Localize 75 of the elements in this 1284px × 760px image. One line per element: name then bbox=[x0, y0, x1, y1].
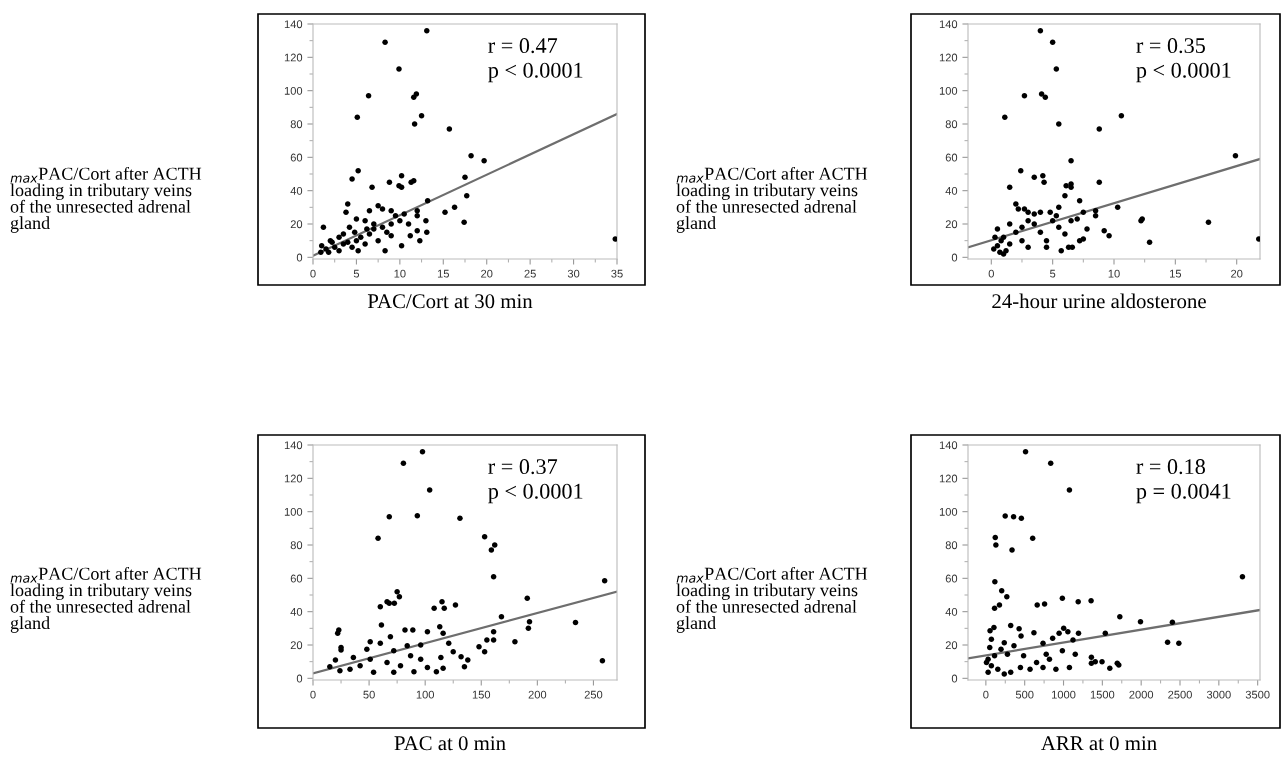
annotation: r = 0.35 bbox=[1136, 38, 1205, 54]
x-tick-label: 0 bbox=[310, 269, 316, 278]
y-tick-label: 60 bbox=[945, 574, 958, 583]
x-tick-label: 0 bbox=[983, 690, 989, 699]
y-axis-title: $_{max}$PAC/Cort after ACTH loading in tributary veins of the unresected adrenal gland bbox=[676, 166, 868, 233]
x-axis-title: PAC at 0 min bbox=[394, 736, 506, 751]
x-tick-label: 2500 bbox=[1168, 690, 1192, 699]
annotation: p < 0.0001 bbox=[488, 483, 583, 504]
annotation: p = 0.0041 bbox=[1136, 483, 1231, 504]
annotation: p < 0.0001 bbox=[1136, 62, 1231, 83]
x-tick-label: 200 bbox=[528, 690, 547, 699]
x-tick-label: 0 bbox=[988, 269, 994, 278]
x-axis-title: PAC/Cort at 30 min bbox=[367, 294, 533, 309]
y-axis-title: $_{max}$PAC/Cort after ACTH loading in tributary veins of the unresected adrenal gland bbox=[10, 166, 202, 233]
y-tick-label: 140 bbox=[284, 441, 303, 450]
y-tick-label: 20 bbox=[290, 641, 303, 650]
y-tick-label: 0 bbox=[296, 253, 303, 262]
y-tick-label: 0 bbox=[951, 253, 958, 262]
y-tick-label: 20 bbox=[945, 641, 958, 650]
y-tick-label: 140 bbox=[939, 20, 958, 29]
y-tick-label: 0 bbox=[296, 674, 303, 683]
y-tick-label: 100 bbox=[284, 86, 303, 95]
y-tick-label: 80 bbox=[290, 120, 303, 129]
x-tick-label: 20 bbox=[1231, 269, 1243, 278]
y-tick-label: 60 bbox=[945, 153, 958, 162]
x-tick-label: 20 bbox=[481, 269, 493, 278]
y-tick-label: 120 bbox=[284, 474, 303, 483]
x-tick-label: 1000 bbox=[1052, 690, 1076, 699]
annotation: r = 0.47 bbox=[488, 38, 558, 54]
y-tick-label: 0 bbox=[951, 674, 958, 683]
x-tick-label: 500 bbox=[1015, 690, 1034, 699]
x-tick-label: 15 bbox=[1170, 269, 1182, 278]
y-tick-label: 80 bbox=[945, 120, 958, 129]
y-tick-label: 40 bbox=[290, 186, 303, 195]
y-tick-label: 40 bbox=[945, 607, 958, 616]
y-tick-label: 60 bbox=[290, 153, 303, 162]
x-tick-label: 3500 bbox=[1245, 690, 1270, 699]
y-tick-label: 140 bbox=[939, 441, 958, 450]
y-tick-label: 40 bbox=[945, 186, 958, 195]
x-tick-label: 50 bbox=[363, 690, 375, 699]
y-tick-label: 120 bbox=[939, 53, 958, 62]
x-tick-label: 25 bbox=[524, 269, 536, 278]
x-tick-label: 150 bbox=[472, 690, 491, 699]
y-tick-label: 100 bbox=[939, 86, 958, 95]
y-tick-label: 20 bbox=[290, 220, 303, 229]
x-tick-label: 15 bbox=[437, 269, 449, 278]
y-tick-label: 100 bbox=[284, 507, 303, 516]
y-tick-label: 100 bbox=[939, 507, 958, 516]
x-tick-label: 100 bbox=[416, 690, 435, 699]
y-tick-label: 120 bbox=[284, 53, 303, 62]
x-axis-title: 24-hour urine aldosterone bbox=[992, 293, 1206, 309]
x-tick-label: 10 bbox=[394, 269, 406, 278]
x-tick-label: 5 bbox=[1050, 269, 1056, 278]
y-tick-label: 40 bbox=[290, 607, 303, 616]
y-tick-label: 140 bbox=[284, 20, 303, 29]
x-tick-label: 0 bbox=[310, 690, 316, 699]
x-tick-label: 2000 bbox=[1129, 690, 1154, 699]
x-tick-label: 250 bbox=[584, 690, 603, 699]
x-tick-label: 30 bbox=[567, 269, 580, 278]
y-tick-label: 20 bbox=[945, 220, 958, 229]
y-tick-label: 80 bbox=[290, 541, 303, 550]
y-tick-label: 80 bbox=[945, 541, 958, 550]
annotation: p < 0.0001 bbox=[488, 62, 583, 83]
annotation: r = 0.18 bbox=[1136, 459, 1205, 475]
y-axis-title: $_{max}$PAC/Cort after ACTH loading in tributary veins of the unresected adrenal gland bbox=[676, 566, 868, 633]
y-tick-label: 60 bbox=[290, 574, 303, 583]
annotation: r = 0.37 bbox=[488, 459, 558, 475]
x-tick-label: 35 bbox=[611, 269, 623, 278]
x-tick-label: 10 bbox=[1108, 269, 1120, 278]
x-axis-title: ARR at 0 min bbox=[1041, 736, 1157, 751]
x-tick-label: 5 bbox=[353, 269, 360, 278]
y-axis-title: $_{max}$PAC/Cort after ACTH loading in tributary veins of the unresected adrenal gland bbox=[10, 566, 202, 633]
x-tick-label: 1500 bbox=[1090, 690, 1115, 699]
x-tick-label: 3000 bbox=[1206, 690, 1231, 699]
y-tick-label: 120 bbox=[939, 474, 958, 483]
